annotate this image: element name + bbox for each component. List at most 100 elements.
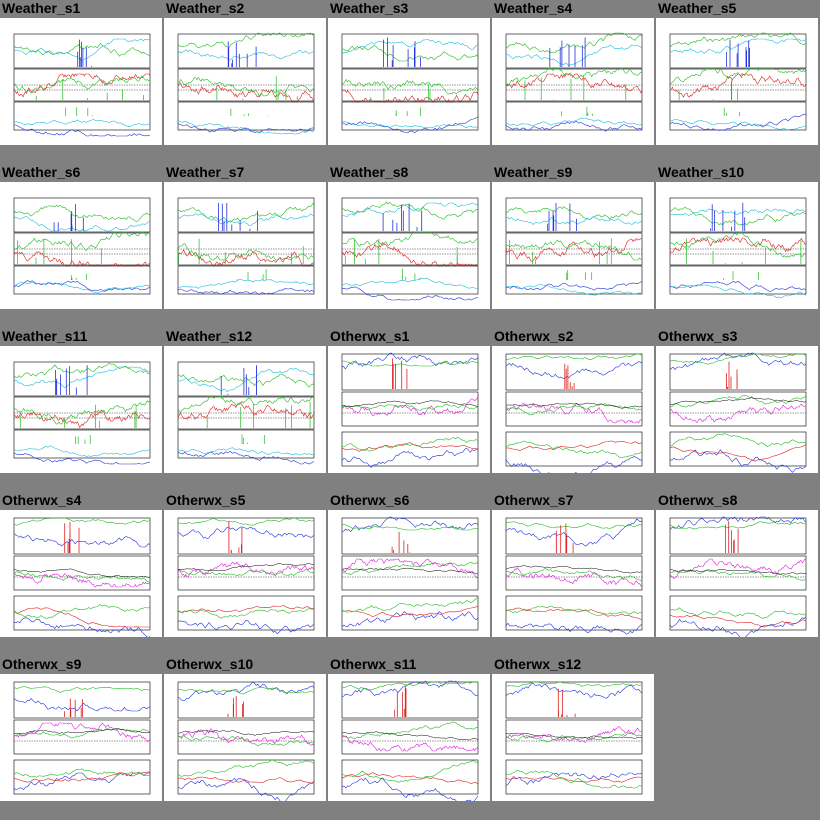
chart-thumbnail[interactable]: Otherwx_s3	[656, 328, 819, 491]
series-line	[669, 397, 807, 406]
chart-title: Weather_s9	[494, 164, 573, 180]
chart-thumbnail[interactable]: Otherwx_s9	[0, 656, 163, 819]
series-line	[392, 358, 408, 389]
series-line	[725, 521, 739, 553]
chart-thumbnail[interactable]: Otherwx_s11	[328, 656, 491, 819]
series-line	[505, 32, 642, 54]
series-line	[341, 734, 479, 752]
series-line	[344, 238, 458, 264]
series-line	[177, 728, 315, 747]
series-line	[505, 440, 643, 452]
panel-frame	[177, 33, 315, 69]
series-line	[13, 215, 151, 232]
chart-svg	[505, 197, 643, 296]
chart-svg	[13, 681, 151, 795]
series-line	[341, 201, 479, 220]
chart-thumbnail[interactable]: Otherwx_s1	[328, 328, 491, 491]
series-line	[505, 682, 643, 699]
series-line	[341, 396, 479, 416]
chart-thumbnail[interactable]: Weather_s1	[0, 0, 163, 163]
panel-frame	[341, 555, 479, 591]
series-line	[13, 772, 150, 791]
panel-frame	[669, 431, 807, 467]
chart-svg	[177, 681, 315, 801]
series-line	[723, 271, 759, 280]
series-line	[391, 532, 411, 553]
series-line	[505, 769, 643, 789]
series-line	[13, 366, 151, 388]
series-line	[669, 237, 807, 254]
chart-thumbnail[interactable]: Weather_s6	[0, 164, 163, 327]
panel-frame	[505, 555, 643, 591]
series-line	[341, 45, 479, 62]
series-line	[669, 607, 807, 619]
chart-thumbnail[interactable]: Otherwx_s7	[492, 492, 655, 655]
chart-thumbnail[interactable]: Otherwx_s2	[492, 328, 655, 491]
chart-thumbnail[interactable]: Otherwx_s6	[328, 492, 491, 655]
series-line	[669, 32, 807, 48]
series-line	[549, 37, 586, 67]
chart-thumbnail[interactable]: Otherwx_s8	[656, 492, 819, 655]
series-line	[505, 607, 643, 621]
chart-svg	[669, 352, 807, 473]
chart-thumbnail[interactable]: Otherwx_s12	[492, 656, 655, 819]
panel-frame	[177, 101, 315, 131]
chart-svg	[505, 353, 643, 473]
panel-frame	[669, 101, 807, 131]
panel-frame	[341, 517, 479, 555]
panel-frame	[341, 681, 479, 719]
series-line	[395, 107, 421, 116]
series-line	[505, 772, 643, 786]
chart-thumbnail[interactable]: Weather_s2	[164, 0, 327, 163]
chart-thumbnail[interactable]: Otherwx_s5	[164, 492, 327, 655]
series-line	[669, 616, 807, 637]
chart-image	[492, 346, 654, 473]
series-line	[341, 360, 479, 367]
series-line	[505, 518, 643, 547]
chart-thumbnail[interactable]: Weather_s8	[328, 164, 491, 327]
series-line	[341, 596, 479, 613]
chart-image	[656, 18, 818, 145]
series-line	[678, 80, 738, 100]
series-line	[341, 231, 479, 247]
series-line	[177, 604, 314, 613]
series-line	[505, 206, 643, 221]
chart-svg	[341, 33, 479, 134]
chart-thumbnail[interactable]: Weather_s5	[656, 0, 819, 163]
series-line	[402, 268, 421, 280]
series-line	[382, 203, 423, 231]
chart-thumbnail[interactable]: Weather_s10	[656, 164, 819, 327]
chart-svg	[341, 516, 479, 631]
series-line	[177, 447, 315, 456]
series-line	[505, 120, 643, 132]
panel-frame	[505, 265, 643, 295]
chart-title: Otherwx_s3	[658, 328, 738, 344]
series-line	[13, 280, 151, 292]
chart-title: Weather_s7	[166, 164, 245, 180]
chart-thumbnail[interactable]: Weather_s9	[492, 164, 655, 327]
chart-thumbnail[interactable]: Weather_s3	[328, 0, 491, 163]
series-line	[341, 286, 479, 301]
chart-thumbnail[interactable]: Weather_s7	[164, 164, 327, 327]
chart-title: Weather_s5	[658, 0, 737, 16]
chart-image	[328, 674, 490, 801]
panel-frame	[177, 361, 315, 397]
series-line	[13, 728, 151, 739]
chart-thumbnail[interactable]: Otherwx_s4	[0, 492, 163, 655]
series-line	[227, 696, 244, 717]
chart-thumbnail[interactable]: Weather_s4	[492, 0, 655, 163]
series-line	[341, 202, 479, 218]
series-line	[177, 777, 315, 801]
series-line	[177, 730, 315, 736]
chart-thumbnail[interactable]: Otherwx_s10	[164, 656, 327, 819]
series-line	[341, 760, 479, 783]
chart-thumbnail[interactable]: Weather_s11	[0, 328, 163, 491]
chart-title: Otherwx_s4	[2, 492, 82, 508]
series-line	[13, 118, 151, 128]
series-line	[505, 605, 643, 616]
chart-svg	[177, 197, 315, 295]
panel-frame	[669, 33, 807, 69]
series-line	[561, 106, 593, 116]
chart-thumbnail[interactable]: Weather_s12	[164, 328, 327, 491]
chart-image	[164, 182, 326, 309]
